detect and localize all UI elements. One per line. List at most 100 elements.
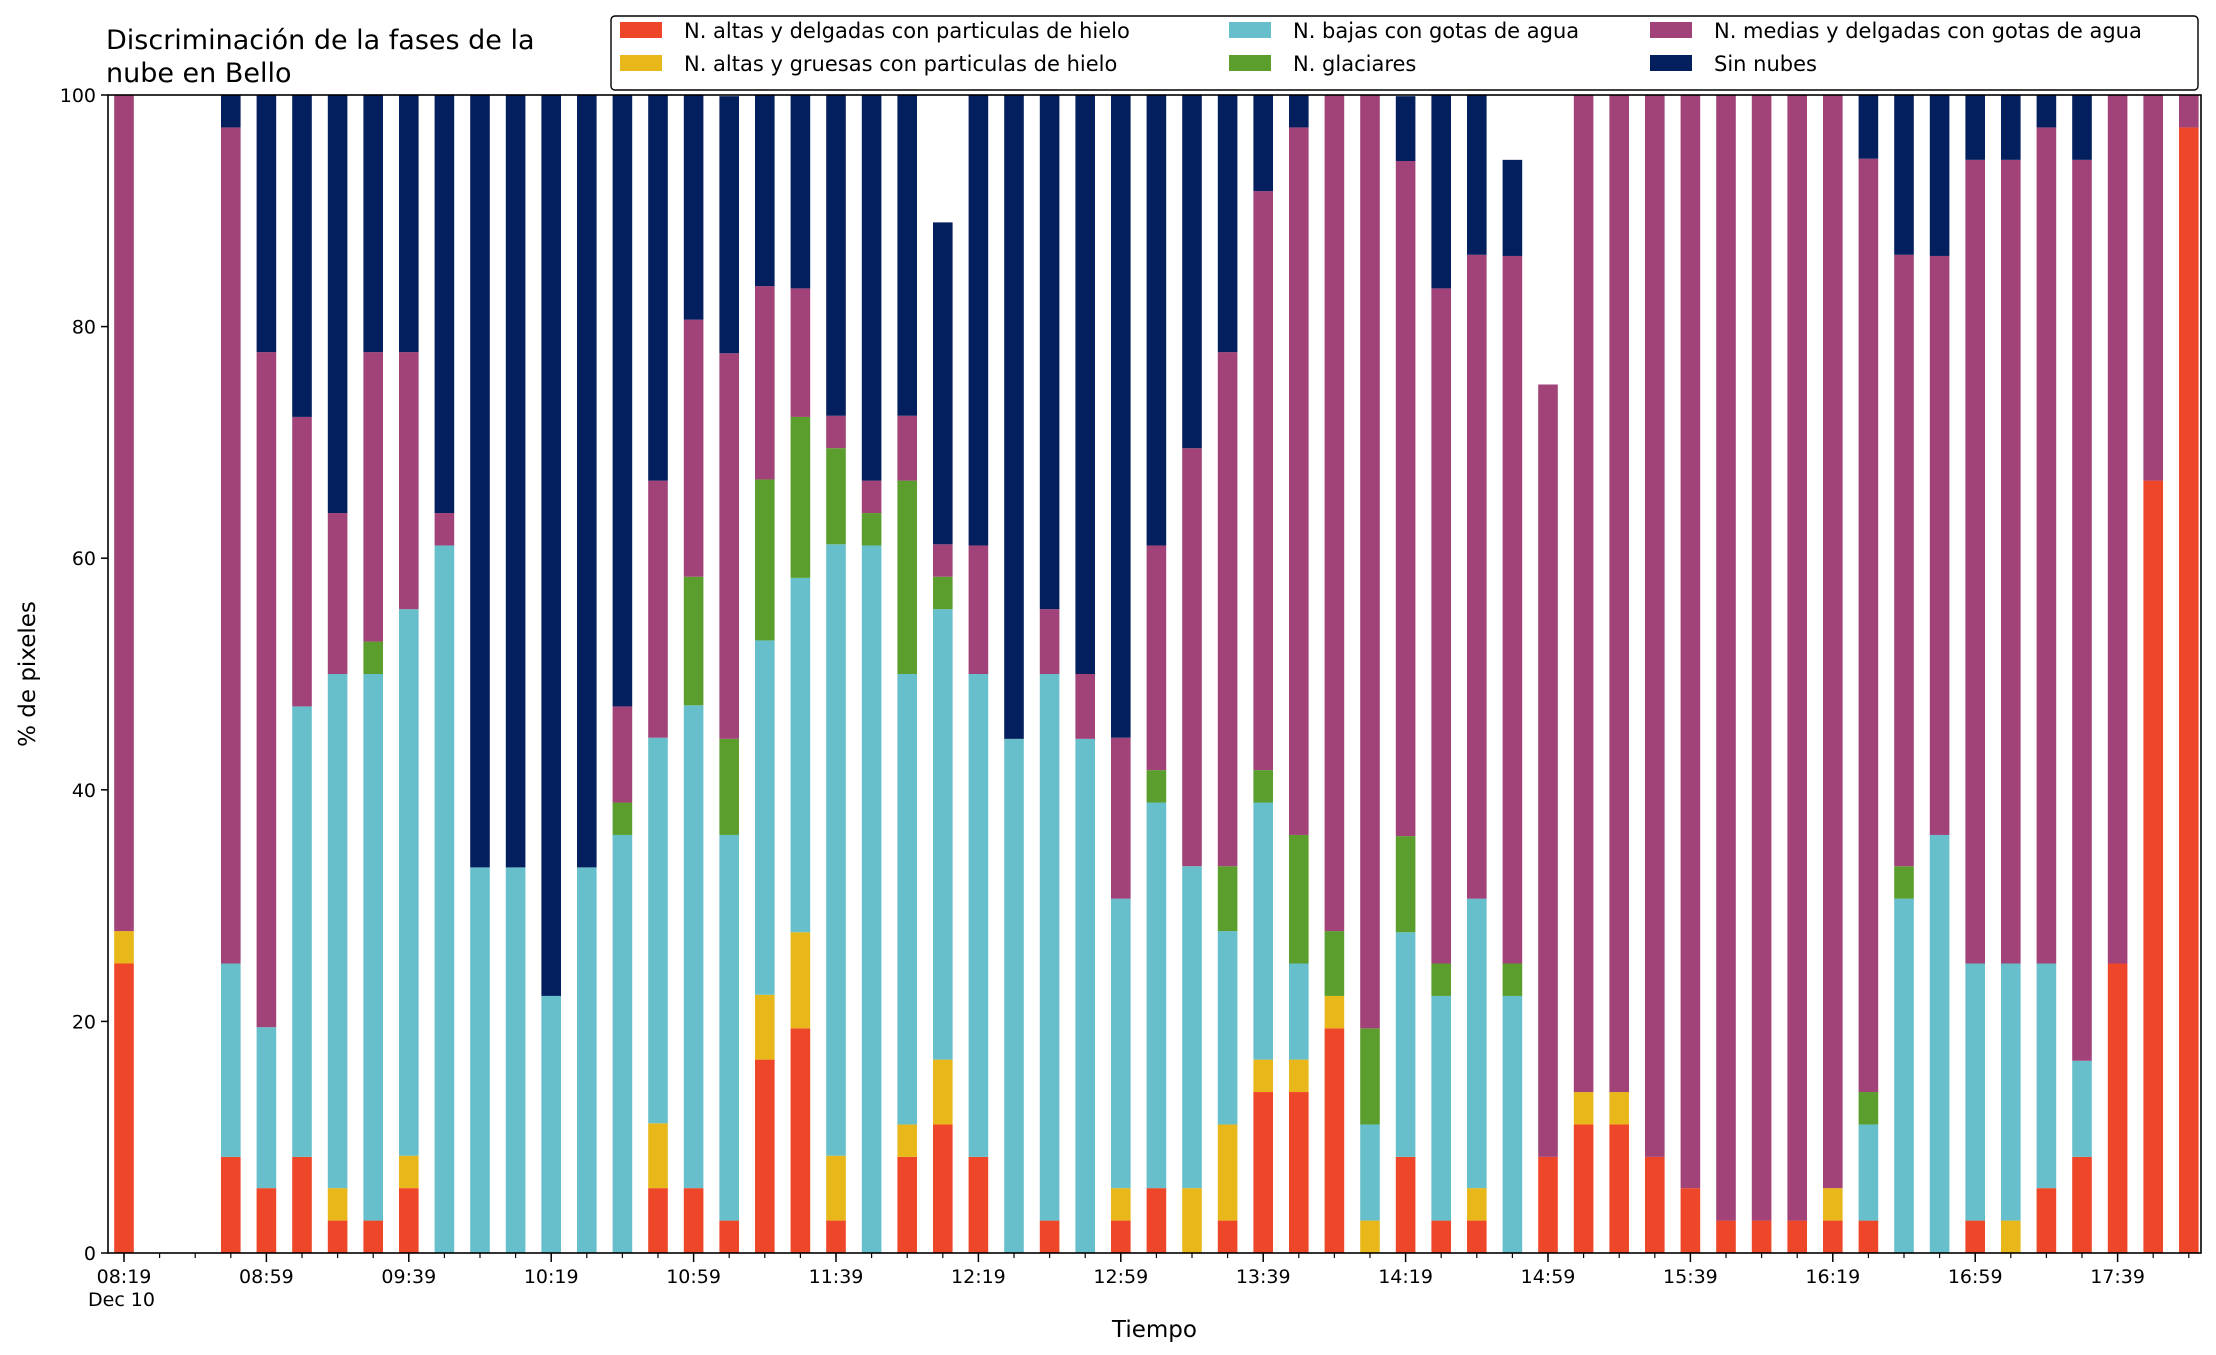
bar-segment-2-51 <box>1929 834 1950 1253</box>
bar-segment-1-30 <box>1182 1188 1202 1253</box>
bar-segment-0-29 <box>1146 1188 1167 1253</box>
bar-segment-4-32 <box>1253 191 1273 771</box>
bar-segment-5-53 <box>2001 95 2021 160</box>
legend-swatch-0 <box>620 22 662 38</box>
bar-segment-5-15 <box>648 95 668 481</box>
bar-segment-5-26 <box>1039 95 1060 610</box>
bar-segment-0-23 <box>933 1124 953 1253</box>
x-tick-label-2: 09:39 <box>381 1266 436 1288</box>
bar-segment-4-5 <box>292 416 312 707</box>
bar-segment-4-43 <box>1645 95 1665 1157</box>
legend-swatch-3 <box>1229 55 1271 71</box>
chart-title-line-1: nube en Bello <box>106 58 292 89</box>
bar-segment-5-33 <box>1289 95 1309 128</box>
bar-segment-4-44 <box>1680 95 1701 1189</box>
bar-segment-0-43 <box>1645 1156 1665 1253</box>
bar-segment-2-9 <box>434 545 455 1253</box>
bar-segment-5-52 <box>1965 95 1985 160</box>
bar-segment-5-6 <box>327 95 348 514</box>
bar-segment-2-17 <box>719 834 739 1221</box>
bar-segment-0-15 <box>648 1188 668 1253</box>
bar-segment-5-50 <box>1894 95 1914 255</box>
bar-segment-0-48 <box>1823 1220 1843 1253</box>
bar-segment-4-31 <box>1217 352 1238 867</box>
bar-segment-0-8 <box>399 1188 419 1253</box>
bar-segment-2-3 <box>221 963 241 1157</box>
bar-segment-2-12 <box>541 995 561 1253</box>
bar-segment-0-40 <box>1538 1156 1558 1253</box>
bar-segment-3-16 <box>683 576 704 706</box>
bar-segment-4-26 <box>1039 609 1060 674</box>
bar-segment-0-24 <box>968 1156 989 1253</box>
legend-swatch-1 <box>620 55 662 71</box>
bar-segment-5-38 <box>1467 95 1487 255</box>
bar-segment-4-8 <box>399 352 419 610</box>
bar-segment-0-28 <box>1111 1220 1131 1253</box>
bar-segment-2-50 <box>1894 898 1914 1253</box>
x-date-label: Dec 10 <box>88 1289 155 1311</box>
bar-segment-4-41 <box>1573 95 1594 1093</box>
bar-segment-4-46 <box>1751 95 1772 1221</box>
bar-segment-4-55 <box>2072 159 2092 1061</box>
bar-segment-2-15 <box>648 737 668 1124</box>
bar-segment-4-7 <box>363 352 383 642</box>
bar-segment-2-22 <box>897 674 917 1125</box>
bar-segment-5-49 <box>1858 95 1879 159</box>
x-tick-label-6: 12:19 <box>951 1266 1006 1288</box>
bar-segment-2-27 <box>1075 738 1095 1253</box>
bar-segment-0-18 <box>755 1059 775 1253</box>
bar-segment-4-48 <box>1823 95 1843 1189</box>
bar-segment-5-51 <box>1929 95 1950 256</box>
bar-segment-0-45 <box>1716 1220 1736 1253</box>
bar-segment-2-8 <box>399 609 419 1156</box>
x-axis: 08:19 08:59 09:39 10:19 10:59 11:39 12:19 12:59… <box>88 1253 2190 1311</box>
bar-segment-5-29 <box>1146 95 1167 546</box>
bar-segment-2-52 <box>1965 963 1985 1221</box>
bar-segment-4-29 <box>1146 545 1167 771</box>
y-tick-label-40: 40 <box>72 780 96 802</box>
bar-segment-4-45 <box>1716 95 1736 1221</box>
bar-segment-2-5 <box>292 706 312 1157</box>
bar-segment-3-36 <box>1395 836 1416 933</box>
plot-frame <box>107 94 2202 1254</box>
legend-swatch-4 <box>1650 22 1692 38</box>
x-tick-label-8: 13:39 <box>1236 1266 1291 1288</box>
bar-segment-4-3 <box>221 127 241 964</box>
bar-segment-1-22 <box>897 1124 917 1157</box>
x-tick-label-5: 11:39 <box>809 1266 864 1288</box>
bar-segment-5-8 <box>399 95 419 353</box>
bar-segment-4-24 <box>968 545 989 674</box>
bar-segment-5-14 <box>612 95 633 707</box>
bar-segment-5-31 <box>1217 95 1238 353</box>
bar-segment-4-9 <box>434 513 455 546</box>
bar-segment-4-53 <box>2001 159 2021 964</box>
bar-segment-0-22 <box>897 1156 917 1253</box>
bar-segment-5-16 <box>683 95 704 320</box>
bar-segment-2-29 <box>1146 802 1167 1189</box>
bar-segment-2-19 <box>790 577 811 933</box>
bar-segment-2-4 <box>256 1027 277 1189</box>
bar-segment-4-4 <box>256 352 277 1028</box>
bar-segment-5-12 <box>541 95 561 996</box>
bar-segment-1-0 <box>114 931 134 964</box>
bar-segment-0-0 <box>114 963 134 1253</box>
legend-label-2: N. bajas con gotas de agua <box>1293 19 1579 43</box>
bar-segment-3-50 <box>1894 866 1914 899</box>
bar-segment-4-49 <box>1858 158 1879 1093</box>
bar-segment-5-30 <box>1182 95 1202 449</box>
y-tick-label-100: 100 <box>60 85 96 107</box>
legend-swatch-5 <box>1650 55 1692 71</box>
bar-segment-2-16 <box>683 705 704 1189</box>
bar-segment-2-6 <box>327 674 348 1189</box>
bar-segment-1-33 <box>1289 1059 1309 1093</box>
bar-segment-1-32 <box>1253 1059 1273 1093</box>
bar-segment-3-33 <box>1289 834 1309 964</box>
bar-segment-5-25 <box>1004 95 1024 739</box>
bar-segment-4-42 <box>1609 95 1629 1093</box>
bar-segment-4-51 <box>1929 255 1950 835</box>
legend-label-0: N. altas y delgadas con particulas de hi… <box>684 19 1130 43</box>
bar-segment-3-31 <box>1217 866 1238 932</box>
bar-segment-2-33 <box>1289 963 1309 1060</box>
bar-segment-1-20 <box>826 1155 846 1221</box>
legend-label-4: N. medias y delgadas con gotas de agua <box>1714 19 2142 43</box>
